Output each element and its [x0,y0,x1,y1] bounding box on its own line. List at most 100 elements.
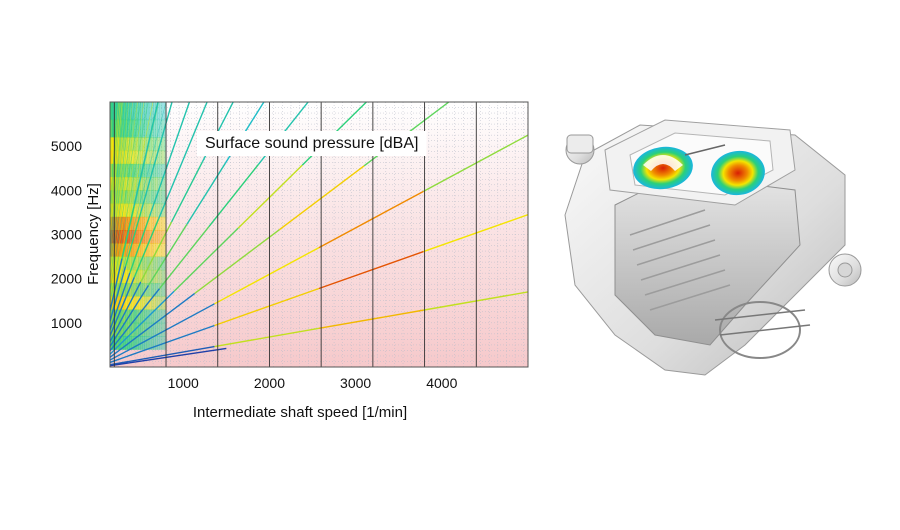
order-line-segment [110,281,142,343]
noise-band-cell [157,269,161,284]
noise-band-cell [153,150,156,165]
y-axis-title: Frequency [Hz] [85,183,102,285]
noise-band-cell [127,203,130,218]
chart-title-backdrop [197,131,427,156]
noise-band-cell [127,190,130,205]
noise-band-cell [161,177,165,191]
noise-band-cell [140,119,143,138]
noise-band-cell [153,190,156,205]
motor-housing-body [564,119,862,376]
noise-band-cell [129,336,133,350]
noise-band-cell [125,137,128,152]
noise-band-cell [127,296,130,311]
noise-band-cell [159,309,163,324]
noise-band-cell [116,177,120,191]
noise-band-cell [155,119,158,138]
noise-band-cell [163,203,167,218]
noise-band-cell [122,336,126,350]
noise-band-cell [155,336,158,350]
order-line-segment [214,287,320,327]
noise-band-cell [120,322,124,337]
noise-band-cell [161,322,165,337]
noise-band-cell [146,102,150,121]
order-line-segment [423,291,528,311]
sound-pressure-hotspot-left [633,146,693,190]
noise-band-cell [131,102,135,121]
order-line-segment [121,206,135,259]
noise-band-cell [155,230,158,244]
noise-band-cell [125,336,128,350]
order-line-segment [237,164,303,229]
noise-band-cell [159,163,163,178]
noise-band-cell [161,216,165,231]
order-line-segment [124,211,142,267]
noise-band-cell [133,190,137,205]
noise-band-cell [127,216,130,231]
noise-band-cell [150,216,154,231]
noise-band-cell [150,269,154,284]
order-line-segment [147,223,188,286]
order-line-segment [110,292,196,358]
noise-band-cell [118,283,122,297]
noise-band-cell [148,119,152,138]
noise-band-cell [122,150,126,165]
noise-band-cell [155,283,158,297]
noise-band-cell [129,163,133,178]
noise-band-cell [140,243,143,258]
noise-band-cell [153,336,156,350]
x-tick-label: 1000 [168,375,199,391]
noise-band-cell [163,177,167,191]
noise-band-cell [142,137,145,152]
noise-band-cell [131,336,135,350]
order-line-segment [158,225,210,290]
order-line-segment [140,156,158,212]
noise-band-cell [120,190,124,205]
noise-band-cell [133,230,137,244]
order-line-segment [170,161,203,223]
order-line-segment [318,250,424,290]
noise-band-cell [138,150,141,165]
chart-title: Surface sound pressure [dBA] [205,135,418,152]
noise-band-cell [144,203,148,218]
noise-band-cell [140,137,143,152]
housing-seam [684,144,726,156]
noise-band-cell [144,216,148,231]
noise-band-cell [157,230,161,244]
noise-band-cell [155,163,158,178]
noise-band-cell [148,177,152,191]
noise-band-cell [127,243,130,258]
noise-band-cell [153,230,156,244]
noise-band-cell [148,163,152,178]
noise-band-cell [153,256,156,271]
noise-band-cell [155,296,158,311]
noise-band-cell [140,102,143,121]
motor-housing-render [564,119,862,376]
noise-band-cell [110,150,113,165]
noise-band-cell [146,216,150,231]
noise-band-cell [148,137,152,152]
noise-band-cell [142,203,145,218]
order-line-segment [157,160,184,220]
noise-band-cell [118,177,122,191]
noise-band-cell [138,163,141,178]
noise-band-cell [125,119,128,138]
noise-band-cell [133,119,137,138]
noise-band-cell [110,322,113,337]
noise-band-cell [163,283,167,297]
noise-band-cell [118,309,122,324]
noise-band-cell [120,230,124,244]
noise-band-cell [142,119,145,138]
noise-band-cell [144,102,148,121]
noise-band-cell [144,230,148,244]
noise-band-cell [133,177,137,191]
noise-band-cell [122,203,126,218]
noise-band-cell [129,190,133,205]
noise-band-cell [112,119,115,138]
noise-band-cell [112,322,115,337]
order-line-segment [110,324,215,364]
noise-band-cell [157,190,161,205]
noise-band-cell [133,309,137,324]
noise-band-cell [131,137,135,152]
noise-band-cell [110,137,113,152]
noise-band-cell [157,137,161,152]
